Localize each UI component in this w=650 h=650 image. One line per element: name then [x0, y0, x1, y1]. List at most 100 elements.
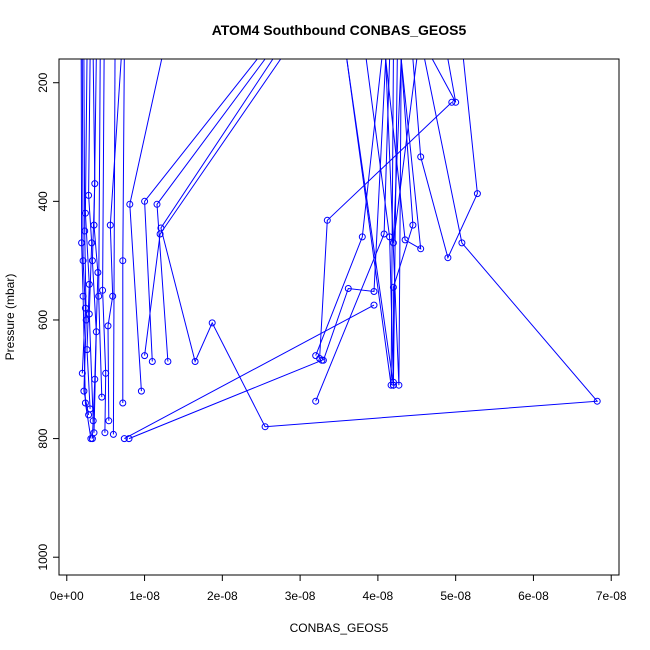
data-point: [452, 98, 460, 106]
y-axis: 200 400 600 800 1000: [36, 72, 60, 571]
y-axis-label: Pressure (mbar): [3, 274, 17, 361]
data-point: [95, 292, 103, 300]
series-line: [112, 59, 116, 435]
data-point: [92, 328, 100, 336]
y-tick-label: 600: [36, 310, 50, 330]
series-line: [91, 59, 99, 439]
data-point: [91, 180, 99, 188]
data-point: [126, 200, 134, 208]
x-tick-label: 0e+00: [50, 589, 84, 603]
data-point: [409, 221, 417, 229]
data-point: [82, 316, 90, 324]
data-point: [344, 285, 352, 292]
series-line: [385, 59, 402, 386]
data-point: [89, 417, 97, 425]
data-point: [448, 98, 456, 106]
data-point: [318, 356, 326, 364]
data-point: [473, 190, 481, 198]
series-line: [122, 59, 125, 403]
data-point: [323, 216, 331, 224]
x-tick-label: 5e-08: [440, 589, 471, 603]
data-point: [358, 233, 366, 241]
series-line: [392, 59, 414, 383]
x-axis-label: CONBAS_GEOS5: [290, 621, 389, 635]
data-point: [85, 280, 93, 288]
x-tick-label: 1e-08: [129, 589, 160, 603]
y-tick-label: 400: [36, 191, 50, 211]
y-tick-label: 1000: [36, 544, 50, 571]
series-line: [431, 59, 457, 103]
series-line: [128, 359, 323, 440]
data-point: [81, 304, 89, 312]
data-point: [98, 393, 106, 401]
series-line: [84, 59, 91, 409]
data-point: [208, 319, 216, 327]
data-point: [370, 301, 378, 309]
chart-title: ATOM4 Southbound CONBAS_GEOS5: [212, 22, 467, 38]
series-line: [392, 59, 418, 243]
data-point: [87, 435, 95, 443]
data-point: [444, 254, 452, 262]
data-point: [83, 346, 91, 354]
data-point: [119, 399, 127, 407]
data-point: [101, 429, 109, 437]
data-point: [401, 236, 409, 244]
series-line: [160, 59, 599, 428]
data-point: [316, 355, 324, 362]
data-point: [137, 387, 145, 395]
series-line: [98, 59, 103, 398]
data-point: [593, 397, 601, 405]
series-line: [412, 59, 478, 260]
series-line: [88, 59, 94, 421]
data-point: [85, 310, 93, 318]
data-point: [81, 399, 89, 407]
data-point: [81, 227, 89, 235]
data-point: [125, 435, 133, 443]
series-line: [102, 59, 107, 433]
data-point: [105, 417, 113, 425]
x-axis: 0e+00 1e-08 2e-08 3e-08 4e-08 5e-08 6e-08 7e-08: [50, 574, 627, 603]
data-point: [78, 239, 86, 247]
data-point: [79, 257, 87, 265]
data-point: [88, 257, 96, 265]
data-point: [458, 239, 466, 247]
data-point: [102, 369, 110, 377]
data-point: [389, 283, 397, 291]
series-line: [365, 59, 394, 386]
data-point: [109, 292, 117, 300]
data-point: [417, 245, 425, 253]
data-point: [81, 209, 89, 217]
data-point: [94, 269, 102, 276]
data-point: [104, 322, 112, 330]
y-tick-label: 200: [36, 72, 50, 92]
data-point: [312, 397, 320, 405]
series-line: [144, 59, 282, 356]
data-point: [153, 200, 161, 208]
series-line: [346, 59, 394, 386]
x-tick-label: 4e-08: [363, 589, 394, 603]
x-tick-label: 7e-08: [596, 589, 627, 603]
series-line: [156, 59, 266, 362]
data-point: [389, 378, 397, 386]
series-line: [144, 59, 258, 362]
series-line: [315, 59, 391, 402]
data-point: [120, 435, 128, 443]
data-point: [417, 153, 425, 161]
data-point: [191, 358, 199, 365]
data-point: [91, 375, 99, 383]
data-point: [119, 257, 127, 265]
data-point: [99, 286, 107, 294]
x-tick-label: 6e-08: [518, 589, 549, 603]
x-tick-label: 2e-08: [207, 589, 238, 603]
series-line: [80, 59, 92, 439]
data-point: [109, 430, 117, 438]
data-point: [395, 381, 403, 389]
series-line: [129, 59, 163, 392]
series-line: [319, 101, 453, 359]
data-point: [389, 239, 397, 247]
data-point: [80, 387, 88, 395]
data-point: [85, 191, 93, 199]
y-tick-label: 800: [36, 428, 50, 448]
